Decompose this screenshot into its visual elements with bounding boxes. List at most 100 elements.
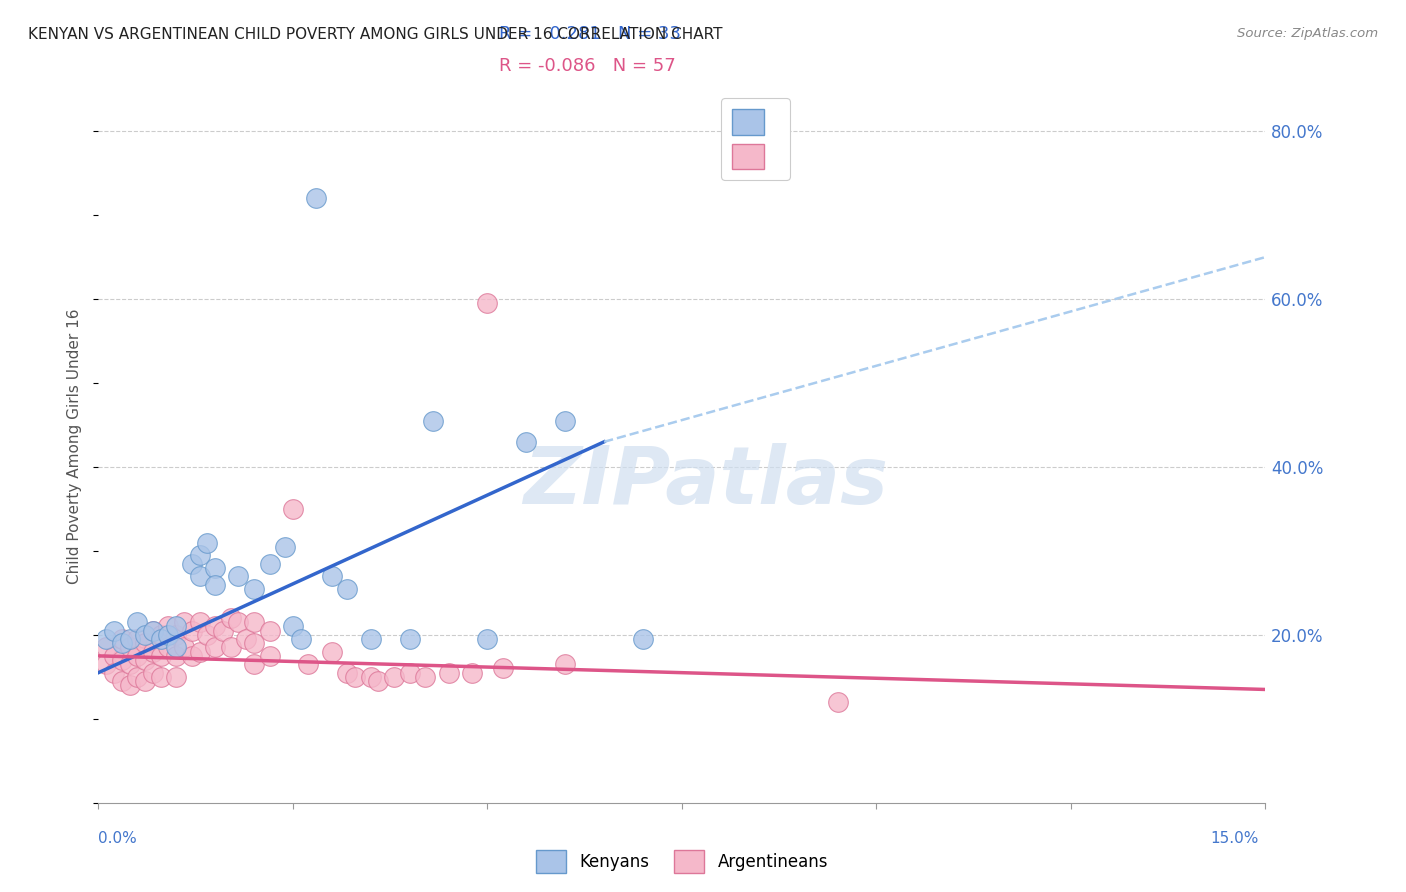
Point <box>142 624 165 638</box>
Point <box>204 577 226 591</box>
Point <box>103 665 125 680</box>
Point <box>360 632 382 646</box>
Point <box>204 560 226 574</box>
Point <box>118 678 141 692</box>
Point <box>188 615 211 630</box>
Point <box>188 645 211 659</box>
Point <box>134 636 156 650</box>
Point <box>204 619 226 633</box>
Point <box>165 640 187 655</box>
Point <box>127 615 149 630</box>
Point <box>631 632 654 646</box>
Point <box>212 624 235 638</box>
Point <box>157 640 180 655</box>
Point <box>290 632 312 646</box>
Point <box>149 648 172 663</box>
Point <box>96 657 118 672</box>
Point <box>228 569 250 583</box>
Point <box>492 661 515 675</box>
Point <box>336 582 359 596</box>
Point <box>204 640 226 655</box>
Point <box>134 674 156 689</box>
Point <box>103 648 125 663</box>
Point <box>127 670 149 684</box>
Point <box>195 628 218 642</box>
Point <box>149 670 172 684</box>
Point <box>228 615 250 630</box>
Point <box>422 414 444 428</box>
Point <box>477 296 499 310</box>
Text: R = -0.086   N = 57: R = -0.086 N = 57 <box>499 57 676 75</box>
Point <box>142 624 165 638</box>
Text: 15.0%: 15.0% <box>1211 831 1258 846</box>
Point <box>413 670 436 684</box>
Point <box>305 191 328 205</box>
Text: 0.0%: 0.0% <box>98 831 138 846</box>
Point <box>243 636 266 650</box>
Point <box>336 665 359 680</box>
Point <box>149 628 172 642</box>
Point <box>157 628 180 642</box>
Point <box>382 670 405 684</box>
Point <box>827 695 849 709</box>
Text: KENYAN VS ARGENTINEAN CHILD POVERTY AMONG GIRLS UNDER 16 CORRELATION CHART: KENYAN VS ARGENTINEAN CHILD POVERTY AMON… <box>28 27 723 42</box>
Point <box>96 632 118 646</box>
Point <box>515 434 537 449</box>
Point <box>321 645 343 659</box>
Point <box>142 645 165 659</box>
Point <box>127 632 149 646</box>
Point <box>118 632 141 646</box>
Point <box>188 548 211 562</box>
Point <box>103 624 125 638</box>
Point <box>219 611 242 625</box>
Point <box>243 657 266 672</box>
Point <box>173 615 195 630</box>
Point <box>297 657 319 672</box>
Y-axis label: Child Poverty Among Girls Under 16: Child Poverty Among Girls Under 16 <box>67 309 83 583</box>
Point <box>118 657 141 672</box>
Point <box>243 582 266 596</box>
Point <box>142 665 165 680</box>
Point <box>274 540 297 554</box>
Point <box>477 632 499 646</box>
Point <box>118 640 141 655</box>
Point <box>367 674 389 689</box>
Point <box>173 640 195 655</box>
Point <box>281 619 304 633</box>
Point <box>243 615 266 630</box>
Point <box>165 619 187 633</box>
Point <box>180 624 202 638</box>
Text: ZIPatlas: ZIPatlas <box>523 442 887 521</box>
Point <box>180 557 202 571</box>
Point <box>149 632 172 646</box>
Point <box>554 657 576 672</box>
Point <box>321 569 343 583</box>
Point <box>111 632 134 646</box>
Point <box>554 414 576 428</box>
Point <box>259 648 281 663</box>
Point <box>111 674 134 689</box>
Point <box>165 648 187 663</box>
Point <box>134 628 156 642</box>
Point <box>281 502 304 516</box>
Point <box>157 619 180 633</box>
Point <box>96 640 118 655</box>
Point <box>398 632 420 646</box>
Point <box>461 665 484 680</box>
Point <box>111 653 134 667</box>
Point <box>235 632 257 646</box>
Point <box>259 557 281 571</box>
Point <box>437 665 460 680</box>
Legend: Kenyans, Argentineans: Kenyans, Argentineans <box>529 843 835 880</box>
Point <box>398 665 420 680</box>
Point <box>180 648 202 663</box>
Point <box>195 535 218 549</box>
Point <box>259 624 281 638</box>
Text: Source: ZipAtlas.com: Source: ZipAtlas.com <box>1237 27 1378 40</box>
Point <box>360 670 382 684</box>
Point <box>165 670 187 684</box>
Point <box>127 648 149 663</box>
Point <box>344 670 367 684</box>
Point <box>219 640 242 655</box>
Text: R =   0.281   N = 33: R = 0.281 N = 33 <box>499 25 681 43</box>
